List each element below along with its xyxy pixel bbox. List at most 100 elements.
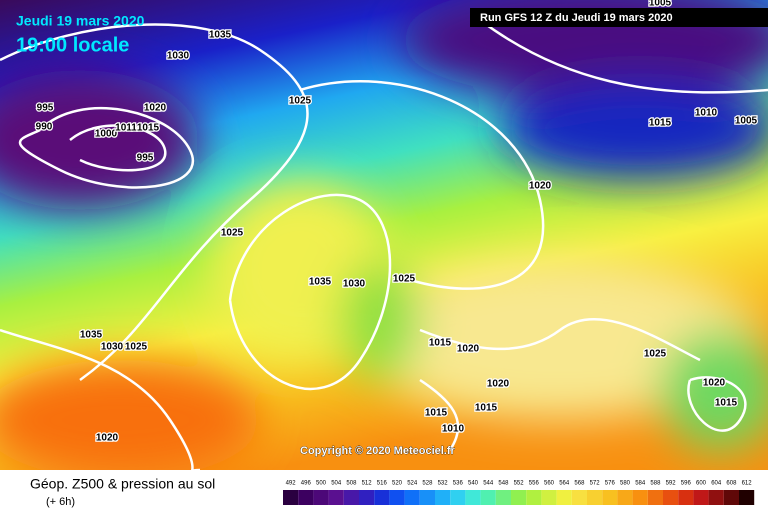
scale-swatch (708, 490, 724, 505)
scale-label: 500 (316, 481, 327, 487)
local-time: 19:00 locale (16, 34, 129, 56)
scale-swatch (571, 490, 587, 505)
forecast-lead: (+ 6h) (46, 496, 75, 508)
scale-label: 536 (453, 481, 464, 487)
isobar-label: 1025 (644, 349, 667, 360)
scale-label: 520 (392, 481, 403, 487)
scale-swatch (723, 490, 739, 505)
scale-swatch (359, 490, 375, 505)
scale-label: 512 (362, 481, 373, 487)
scale-swatch (511, 490, 527, 505)
scale-swatch (556, 490, 572, 505)
isobar-label: 990 (36, 122, 53, 133)
scale-label: 612 (742, 481, 753, 487)
scale-label: 532 (438, 481, 449, 487)
isobar-label: 1010 (442, 424, 465, 435)
run-box (470, 8, 768, 27)
scale-label: 492 (286, 481, 297, 487)
isobar-label: 1015 (429, 338, 452, 349)
scale-swatch (419, 490, 435, 505)
isobar-label: 1025 (393, 274, 416, 285)
isobars (0, 18, 768, 472)
scale-label: 584 (635, 481, 646, 487)
scale-label: 556 (529, 481, 540, 487)
scale-label: 504 (331, 481, 342, 487)
scale-label: 540 (468, 481, 479, 487)
isobar-label: 1010 (695, 108, 718, 119)
scale-label: 552 (514, 481, 525, 487)
scale-label: 524 (407, 481, 418, 487)
scale-label: 560 (544, 481, 555, 487)
scale-swatch (617, 490, 633, 505)
scale-swatch (647, 490, 663, 505)
isobar-label: 1005 (735, 116, 758, 127)
scale-label: 600 (696, 481, 707, 487)
scale-swatch (435, 490, 451, 505)
scale-swatch (663, 490, 679, 505)
isobar-label: 1011 (115, 123, 137, 134)
scale-label: 576 (605, 481, 616, 487)
scale-swatch (343, 490, 359, 505)
scale-label: 548 (498, 481, 509, 487)
isobar-label: 1015 (137, 123, 160, 134)
scale-label: 604 (711, 481, 722, 487)
scale-swatch (632, 490, 648, 505)
isobar-label: 995 (37, 103, 54, 114)
isobar-label: 1015 (425, 408, 448, 419)
isobar-label: 1035 (209, 30, 232, 41)
scale-swatch (602, 490, 618, 505)
scale-swatch (298, 490, 314, 505)
footer-title: Géop. Z500 & pression au sol (30, 476, 215, 492)
isobar-label: 1030 (101, 342, 124, 353)
scale-label: 564 (559, 481, 570, 487)
isobar-label: 1005 (649, 0, 672, 9)
isobar-label: 1020 (96, 433, 119, 444)
isobar-label: 1030 (167, 51, 190, 62)
isobar-label: 1015 (715, 398, 738, 409)
scale-label: 496 (301, 481, 312, 487)
isobar-label: 1020 (703, 378, 726, 389)
scale-label: 544 (483, 481, 494, 487)
scale-label: 528 (422, 481, 433, 487)
isobar-label: 1020 (529, 181, 552, 192)
scale-swatch (480, 490, 496, 505)
isobar-label: 1025 (221, 228, 244, 239)
scale-label: 608 (726, 481, 737, 487)
isobar-label: 1025 (125, 342, 148, 353)
scale-swatch (541, 490, 557, 505)
scale-swatch (693, 490, 709, 505)
isobar-label: 1000 (95, 129, 118, 140)
scale-label: 588 (650, 481, 661, 487)
scale-swatch (587, 490, 603, 505)
scale-label: 592 (666, 481, 677, 487)
isobar-label: 1015 (649, 118, 672, 129)
isobar-label: 1030 (343, 279, 366, 290)
scale-label: 516 (377, 481, 388, 487)
run-info: Run GFS 12 Z du Jeudi 19 mars 2020 (480, 12, 673, 24)
scale-label: 508 (346, 481, 357, 487)
scale-swatch (465, 490, 481, 505)
isobar-label: 1035 (80, 330, 103, 341)
scale-swatch (374, 490, 390, 505)
date: Jeudi 19 mars 2020 (16, 13, 145, 29)
scale-label: 568 (574, 481, 585, 487)
scale-label: 580 (620, 481, 631, 487)
scale-swatch (404, 490, 420, 505)
scale-swatch (678, 490, 694, 505)
scale-swatch (450, 490, 466, 505)
scale-swatch (283, 490, 299, 505)
scale-swatch (526, 490, 542, 505)
isobar-label: 1025 (289, 96, 312, 107)
scale-swatch (495, 490, 511, 505)
isobar-label: 1020 (144, 103, 167, 114)
scale-swatch (328, 490, 344, 505)
isobar-label: 1015 (475, 403, 498, 414)
scale-swatch (313, 490, 329, 505)
copyright: Copyright © 2020 Meteociel.fr (300, 445, 456, 457)
isobar-label: 1020 (487, 379, 510, 390)
scale-swatch (389, 490, 405, 505)
isobar-label: 1035 (309, 277, 332, 288)
isobar-label: 995 (137, 153, 154, 164)
scale-label: 572 (590, 481, 601, 487)
